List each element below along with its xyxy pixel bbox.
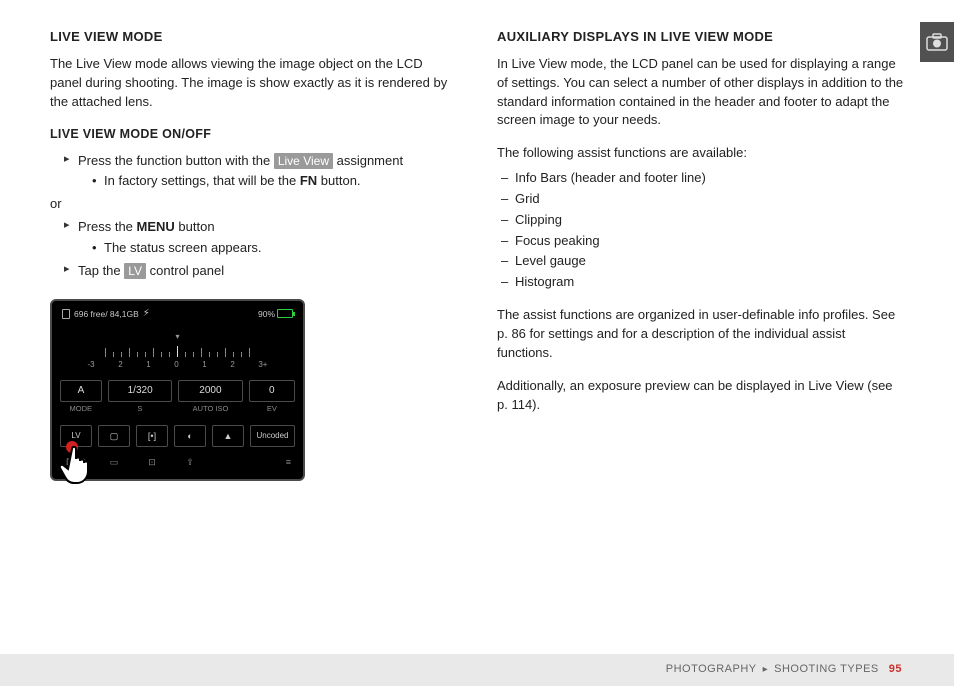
steps-list-2: Press the MENU button The status screen … bbox=[50, 218, 457, 281]
aux-p2: The following assist functions are avail… bbox=[497, 144, 904, 163]
readout-iso: 2000 bbox=[178, 380, 242, 402]
left-column: LIVE VIEW MODE The Live View mode allows… bbox=[50, 28, 457, 481]
menu-icon: ≡ bbox=[212, 453, 295, 471]
gallery-icon: ⊡ bbox=[136, 453, 168, 471]
step-3: Tap the LV control panel bbox=[64, 262, 457, 281]
battery-icon bbox=[277, 309, 293, 318]
uncoded-cell: Uncoded bbox=[250, 425, 295, 447]
aux-p4: Additionally, an exposure preview can be… bbox=[497, 377, 904, 415]
storage-text: 696 free/ 84,1GB bbox=[74, 308, 139, 320]
single-drive-icon: ▢ bbox=[98, 425, 130, 447]
aux-p1: In Live View mode, the LCD panel can be … bbox=[497, 55, 904, 130]
assist-functions-list: Info Bars (header and footer line) Grid … bbox=[497, 169, 904, 292]
battery-pct: 90% bbox=[258, 308, 275, 320]
section-title-live-view: LIVE VIEW MODE bbox=[50, 28, 457, 47]
assist-item: Focus peaking bbox=[501, 232, 904, 251]
assist-item: Level gauge bbox=[501, 252, 904, 271]
readout-shutter: 1/320 bbox=[108, 380, 172, 402]
readout-labels: MODE S AUTO ISO EV bbox=[60, 404, 295, 415]
flash-icon: ⚡︎ bbox=[143, 307, 150, 322]
share-icon: ⇪ bbox=[174, 453, 206, 471]
pill-live-view: Live View bbox=[274, 153, 333, 169]
readout-row: A 1/320 2000 0 bbox=[60, 380, 295, 402]
assist-item: Histogram bbox=[501, 273, 904, 292]
wb-icon: ◐ bbox=[174, 425, 206, 447]
step-2: Press the MENU button The status screen … bbox=[64, 218, 457, 258]
aspect-icon: ▭ bbox=[98, 453, 130, 471]
assist-item: Info Bars (header and footer line) bbox=[501, 169, 904, 188]
metering-icon: [•] bbox=[136, 425, 168, 447]
lcd-top-status: 696 free/ 84,1GB ⚡︎ 90% bbox=[60, 307, 295, 326]
section-title-aux: AUXILIARY DISPLAYS IN LIVE VIEW MODE bbox=[497, 28, 904, 47]
side-tab-camera-icon bbox=[920, 22, 954, 62]
subhead-lv-onoff: LIVE VIEW MODE ON/OFF bbox=[50, 125, 457, 143]
assist-item: Clipping bbox=[501, 211, 904, 230]
tap-hand-icon bbox=[52, 437, 100, 485]
sd-card-icon bbox=[62, 309, 70, 319]
lcd-illustration: 696 free/ 84,1GB ⚡︎ 90% ▾ bbox=[50, 299, 305, 482]
step-2-sub: The status screen appears. bbox=[92, 239, 457, 258]
or-separator: or bbox=[50, 195, 457, 214]
readout-mode: A bbox=[60, 380, 102, 402]
breadcrumb-2: SHOOTING TYPES bbox=[774, 662, 879, 678]
right-column: AUXILIARY DISPLAYS IN LIVE VIEW MODE In … bbox=[497, 28, 904, 481]
steps-list-1: Press the function button with the Live … bbox=[50, 152, 457, 192]
assist-item: Grid bbox=[501, 190, 904, 209]
intro-paragraph: The Live View mode allows viewing the im… bbox=[50, 55, 457, 112]
breadcrumb-sep: ▸ bbox=[763, 663, 769, 678]
camera-icon bbox=[926, 33, 948, 51]
pill-lv: LV bbox=[124, 263, 146, 279]
aux-p3: The assist functions are organized in us… bbox=[497, 306, 904, 363]
page-number: 95 bbox=[889, 662, 902, 678]
profile-icon: ▲ bbox=[212, 425, 244, 447]
footer-bar: PHOTOGRAPHY ▸ SHOOTING TYPES 95 bbox=[0, 654, 954, 686]
exposure-scale: ▾ -3 2 1 0 1 2 3+ bbox=[60, 325, 295, 372]
readout-ev: 0 bbox=[249, 380, 295, 402]
step-1-sub: In factory settings, that will be the FN… bbox=[92, 172, 457, 191]
breadcrumb-1: PHOTOGRAPHY bbox=[666, 662, 757, 678]
step-1: Press the function button with the Live … bbox=[64, 152, 457, 192]
